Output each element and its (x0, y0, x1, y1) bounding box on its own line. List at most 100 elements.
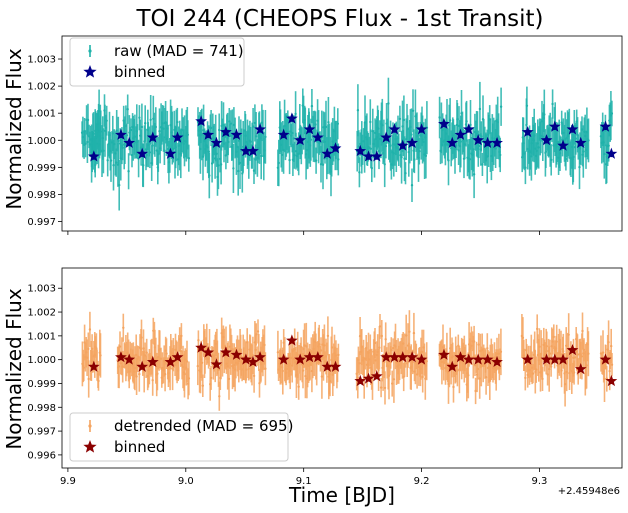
top-binned-star (380, 131, 393, 143)
bottom-raw-point (318, 343, 321, 346)
top-legend-raw-dot (88, 49, 92, 53)
top-binned-star (481, 136, 494, 148)
top-binned-star (171, 131, 184, 143)
bottom-raw-point (572, 371, 576, 374)
top-raw-point (125, 134, 129, 137)
bottom-binned-star (311, 351, 324, 363)
bottom-raw-point (582, 348, 586, 351)
bottom-binned-star (548, 353, 561, 365)
top-raw-point (208, 174, 211, 177)
top-binned-star (123, 136, 136, 148)
top-raw-point (215, 152, 218, 155)
top-data-layer (80, 77, 618, 211)
top-raw-point (126, 108, 129, 111)
bottom-binned-star (438, 348, 450, 360)
top-raw-point (310, 104, 314, 108)
bottom-raw-point (227, 377, 231, 381)
bottom-raw-point (412, 331, 416, 335)
top-binned-star (195, 115, 208, 127)
bottom-binned-star (446, 360, 459, 372)
bottom-binned-star (599, 353, 612, 365)
top-raw-point (550, 158, 553, 162)
bottom-raw-point (145, 351, 148, 354)
top-raw-point (456, 118, 459, 121)
bottom-raw-point (383, 386, 387, 390)
bottom-raw-point (425, 360, 428, 363)
top-binned-star (303, 123, 316, 135)
bottom-binned-star (415, 353, 428, 365)
bottom-raw-point (581, 329, 584, 333)
bottom-raw-point (301, 369, 305, 372)
top-raw-point (241, 172, 244, 175)
top-raw-point (465, 120, 468, 123)
bottom-y-tick-label: 1.001 (27, 331, 56, 342)
bottom-binned-star (286, 334, 298, 346)
bottom-raw-point (358, 362, 361, 365)
bottom-raw-point (548, 352, 552, 355)
bottom-raw-point (320, 375, 324, 378)
bottom-raw-point (452, 385, 455, 389)
bottom-raw-point (218, 395, 221, 398)
bottom-raw-point (82, 366, 86, 369)
top-raw-point (551, 102, 554, 106)
bottom-raw-point (151, 379, 154, 382)
top-raw-point (324, 125, 328, 129)
top-binned-star (277, 128, 290, 140)
bottom-raw-point (122, 326, 125, 329)
bottom-raw-point (538, 345, 541, 348)
bottom-raw-point (603, 377, 606, 381)
top-raw-point (228, 120, 231, 123)
bottom-raw-point (456, 369, 459, 372)
top-raw-point (386, 129, 389, 132)
top-binned-star (354, 144, 367, 157)
top-raw-point (472, 173, 476, 176)
top-raw-point (410, 184, 414, 187)
bottom-binned-star (354, 374, 367, 387)
top-raw-point (218, 128, 221, 132)
top-raw-point (176, 120, 179, 124)
bottom-raw-point (545, 345, 548, 348)
bottom-raw-point (156, 372, 159, 375)
top-raw-point (252, 169, 256, 172)
top-binned-star (286, 112, 298, 124)
bottom-raw-point (541, 377, 544, 381)
bottom-binned-star (219, 346, 232, 358)
top-raw-point (582, 150, 585, 153)
bottom-raw-point (200, 361, 204, 364)
top-raw-point (209, 126, 213, 130)
bottom-binned-star (195, 341, 208, 353)
bottom-raw-point (390, 348, 393, 352)
top-raw-point (260, 154, 263, 158)
bottom-raw-point (610, 344, 613, 348)
top-raw-point (400, 156, 403, 159)
bottom-raw-point (392, 378, 396, 381)
bottom-binned-star (87, 360, 100, 372)
bottom-raw-point (291, 364, 294, 367)
top-raw-point (401, 125, 404, 128)
top-raw-point (151, 144, 154, 147)
top-raw-point (121, 146, 124, 149)
top-raw-point (117, 139, 120, 143)
top-raw-point (480, 135, 483, 138)
top-raw-point (84, 142, 87, 145)
top-raw-point (115, 129, 118, 132)
top-raw-point (564, 157, 568, 161)
top-raw-point (163, 149, 166, 152)
bottom-raw-point (87, 347, 90, 351)
top-legend-binned-label: binned (114, 63, 165, 81)
top-legend-star (83, 65, 97, 78)
bottom-legend-star (83, 440, 97, 453)
top-raw-point (578, 165, 581, 169)
bottom-binned-star (164, 355, 177, 368)
bottom-raw-point (264, 367, 267, 370)
top-raw-point (472, 148, 475, 151)
top-raw-point (105, 119, 108, 122)
bottom-raw-point (535, 368, 538, 371)
top-raw-point (288, 158, 291, 162)
top-binned-star (472, 134, 485, 146)
bottom-binned-star (146, 355, 159, 368)
bottom-raw-point (187, 377, 191, 380)
top-raw-point (381, 124, 384, 127)
bottom-raw-point (478, 377, 481, 380)
bottom-legend-box (69, 412, 289, 462)
